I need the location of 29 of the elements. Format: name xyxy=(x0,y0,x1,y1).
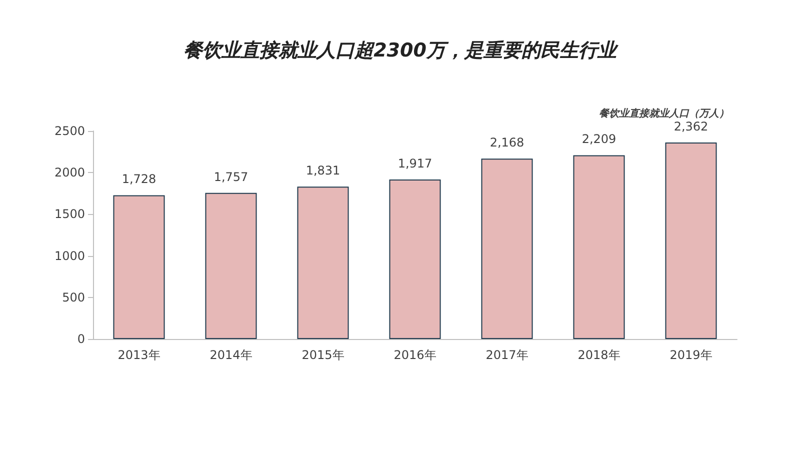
data-label: 1,831 xyxy=(306,164,340,178)
bar xyxy=(113,195,165,339)
data-label: 2,362 xyxy=(674,119,708,134)
x-tick-label: 2013年 xyxy=(118,348,160,362)
bar xyxy=(205,192,257,339)
data-label: 2,209 xyxy=(582,132,616,146)
y-axis-title: 餐饮业直接就业人口（万人） xyxy=(599,108,729,120)
y-tick-label: 1000 xyxy=(54,248,85,263)
data-label: 1,728 xyxy=(122,172,156,186)
x-tick-label: 2014年 xyxy=(210,348,252,362)
x-tick-label: 2019年 xyxy=(670,348,712,362)
x-tick-label: 2016年 xyxy=(394,348,436,362)
y-tick-label: 500 xyxy=(62,290,85,304)
y-tick-label: 2000 xyxy=(54,166,85,180)
data-label: 1,917 xyxy=(398,156,432,171)
y-tick-label: 2500 xyxy=(54,124,85,138)
bar xyxy=(297,186,349,339)
data-label: 2,168 xyxy=(490,136,524,150)
data-label: 1,757 xyxy=(214,170,248,184)
bar xyxy=(665,142,717,339)
bar xyxy=(389,180,441,339)
x-tick-label: 2015年 xyxy=(302,348,344,362)
y-tick-label: 1500 xyxy=(54,207,85,222)
y-tick-label: 0 xyxy=(77,332,85,346)
bar xyxy=(573,155,625,339)
bar xyxy=(481,158,533,339)
chart-title: 餐饮业直接就业人口超2300万，是重要的民生行业 xyxy=(184,40,620,62)
x-tick-label: 2018年 xyxy=(578,348,620,362)
x-tick-label: 2017年 xyxy=(486,348,528,362)
